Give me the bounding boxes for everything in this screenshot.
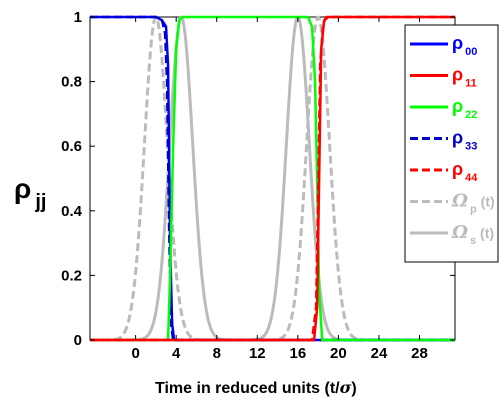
y-axis-title-sub: jj <box>34 191 46 213</box>
x-axis-title-sigma: σ <box>340 378 352 397</box>
legend-label-ρ00: ρ 00 <box>452 33 477 58</box>
legend-label-ρ11: ρ 11 <box>452 65 477 90</box>
plot-area <box>89 15 456 342</box>
x-tick-label: 16 <box>290 345 307 362</box>
x-tick-label: 12 <box>249 345 266 362</box>
series-line-ρ22 <box>90 15 455 342</box>
x-tick-label: 0 <box>131 345 139 362</box>
y-tick-label: 0.2 <box>61 267 82 284</box>
y-axis: 0 0.2 0.4 0.6 0.8 1 <box>61 9 455 349</box>
y-tick-label: 1 <box>74 9 82 26</box>
x-axis: 0 4 8 12 16 20 24 28 <box>131 17 428 362</box>
series-line-ρ11 <box>90 15 455 342</box>
legend-label-ρ44: ρ 44 <box>452 159 478 184</box>
series-line-ρ00 <box>90 15 455 342</box>
x-axis-title: Time in reduced units (t/σ) <box>155 378 357 397</box>
plot-frame <box>89 16 456 341</box>
legend-label-ρ22: ρ 22 <box>452 96 477 121</box>
y-tick-label: 0.8 <box>61 74 82 91</box>
series-line-ρ44 <box>90 15 455 342</box>
y-axis-title-main: ρ <box>14 173 31 204</box>
y-axis-title: ρ jj <box>14 173 46 213</box>
x-axis-title-text: Time in reduced units (t/ <box>155 380 340 397</box>
x-axis-title-close: ) <box>351 380 356 397</box>
x-tick-label: 4 <box>172 345 181 362</box>
y-tick-label: 0.4 <box>61 203 83 220</box>
series-line-Ωp <box>89 15 456 342</box>
legend-label-ρ33: ρ 33 <box>452 128 477 153</box>
y-tick-label: 0 <box>74 332 82 349</box>
y-tick-label: 0.6 <box>61 138 82 155</box>
x-tick-label: 24 <box>371 345 388 362</box>
x-tick-label: 28 <box>411 345 428 362</box>
x-tick-label: 20 <box>330 345 347 362</box>
legend: ρ 00 ρ 11 ρ 22 ρ 33 ρ 44 Ω p (t) Ω s (t) <box>404 24 499 263</box>
x-tick-label: 8 <box>213 345 221 362</box>
series-line-ρ33 <box>90 15 455 342</box>
legend-box <box>404 24 499 263</box>
series-line-Ωs <box>89 15 456 342</box>
